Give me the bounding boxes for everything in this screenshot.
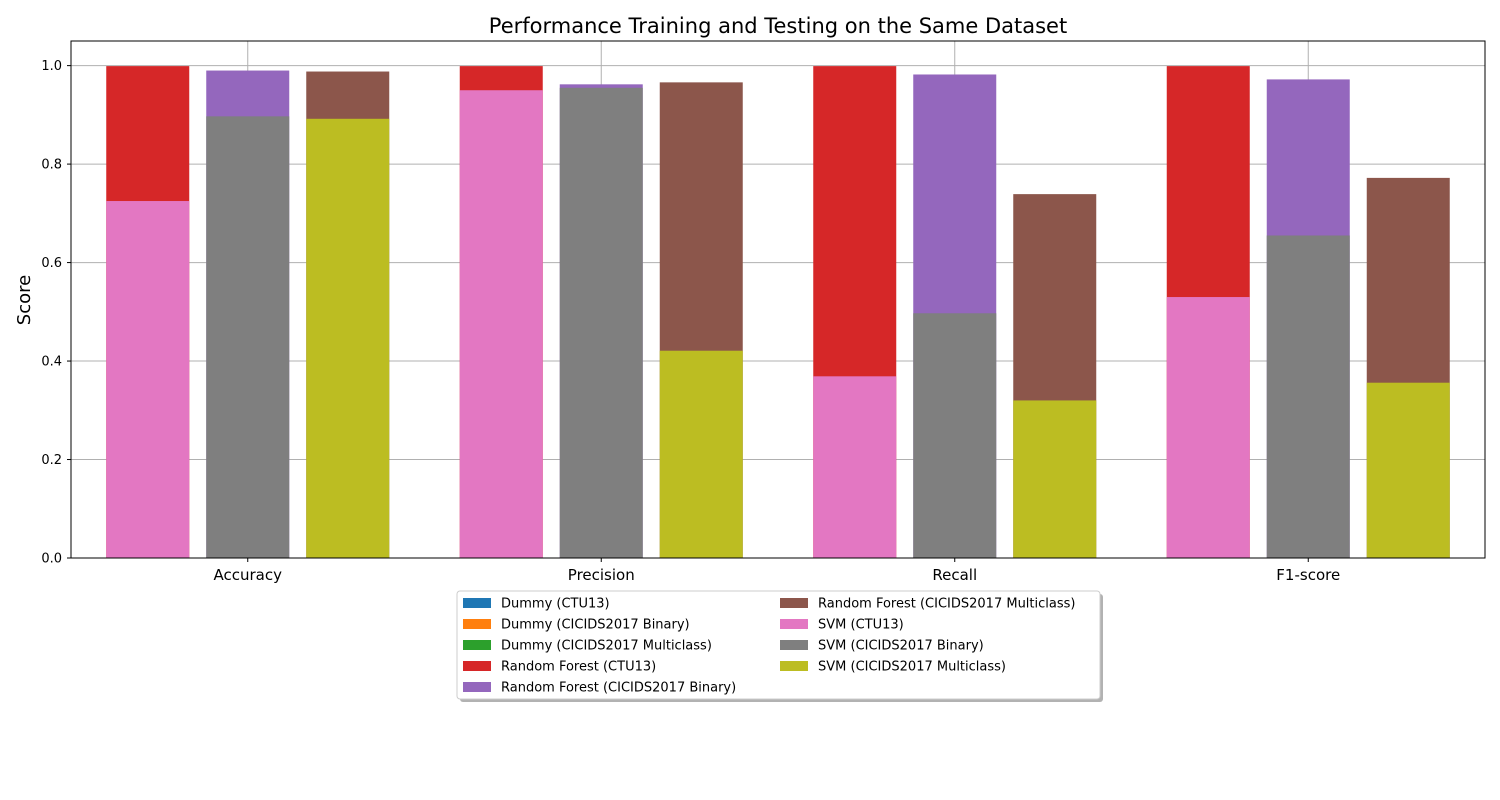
legend-swatch	[780, 640, 808, 650]
legend-box	[456, 590, 1101, 700]
legend-label: SVM (CTU13)	[818, 618, 904, 633]
legend-swatch	[780, 598, 808, 608]
y-tick-label: 1.0	[41, 59, 62, 74]
bar	[813, 376, 897, 558]
legend: Dummy (CTU13) Dummy (CICIDS2017 Binary) Du…	[456, 590, 1103, 702]
bar	[913, 313, 997, 558]
legend-label: Dummy (CICIDS2017 Multiclass)	[501, 639, 712, 654]
legend-label: Random Forest (CICIDS2017 Binary)	[501, 681, 736, 696]
bar	[659, 350, 743, 558]
legend-swatch	[780, 619, 808, 629]
legend-swatch	[463, 640, 491, 650]
x-axis-ticks: Accuracy Precision Recall F1-score	[214, 558, 1340, 584]
legend-label: SVM (CICIDS2017 Binary)	[818, 639, 984, 654]
legend-label: Random Forest (CICIDS2017 Multiclass)	[818, 597, 1075, 612]
bar	[1013, 400, 1097, 558]
bars	[106, 66, 1450, 559]
plot-frame	[70, 40, 1486, 559]
bar	[306, 118, 390, 558]
y-tick-label: 0.4	[41, 355, 62, 370]
bar	[559, 87, 643, 559]
y-tick-label: 0.8	[41, 158, 62, 173]
legend-swatch	[463, 598, 491, 608]
category-label: Precision	[568, 566, 635, 584]
legend-swatch	[463, 619, 491, 629]
legend-swatch	[780, 661, 808, 671]
bar	[1166, 297, 1250, 558]
legend-label: Dummy (CTU13)	[501, 597, 610, 612]
category-label: Recall	[932, 566, 977, 584]
legend-label: Dummy (CICIDS2017 Binary)	[501, 618, 690, 633]
legend-label: SVM (CICIDS2017 Multiclass)	[818, 660, 1006, 675]
bar	[1366, 382, 1450, 558]
legend-swatch	[463, 682, 491, 692]
bar	[459, 90, 543, 558]
chart-title: Performance Training and Testing on the …	[489, 14, 1067, 38]
y-tick-label: 0.2	[41, 453, 62, 468]
y-axis-title: Score	[14, 275, 35, 325]
y-axis-ticks: 0.0 0.2 0.4 0.6 0.8 1.0	[41, 59, 71, 567]
y-tick-label: 0.0	[41, 552, 62, 567]
bar	[206, 116, 290, 558]
legend-label: Random Forest (CTU13)	[501, 660, 656, 675]
category-label: Accuracy	[214, 566, 283, 584]
legend-swatch	[463, 661, 491, 671]
bar	[106, 201, 190, 558]
y-tick-label: 0.6	[41, 256, 62, 271]
category-label: F1-score	[1276, 566, 1340, 584]
bar	[1266, 235, 1350, 558]
